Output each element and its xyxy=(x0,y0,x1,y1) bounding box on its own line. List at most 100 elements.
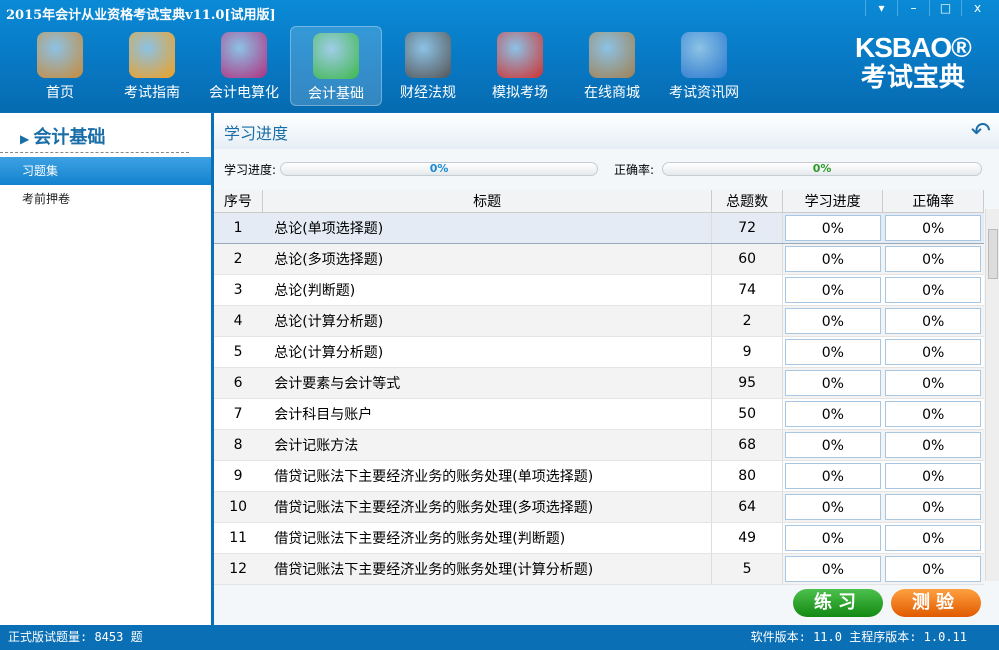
row-total: 49 xyxy=(711,522,783,554)
minimize-button[interactable]: – xyxy=(897,0,929,16)
nav-label: 在线商城 xyxy=(584,85,640,101)
table-row[interactable]: 9 借贷记账法下主要经济业务的账务处理(单项选择题) 80 0% 0% xyxy=(214,460,984,492)
row-accuracy: 0% xyxy=(885,214,982,241)
logo: KSBAO® 考试宝典 xyxy=(855,32,972,93)
row-total: 50 xyxy=(711,398,783,430)
header: 2015年会计从业资格考试宝典v11.0[试用版] ▾ – □ x 首页 考试指南… xyxy=(0,0,999,112)
row-index: 3 xyxy=(214,274,263,306)
table-row[interactable]: 1 总论(单项选择题) 72 0% 0% xyxy=(214,211,984,244)
progress-label: 学习进度: xyxy=(224,162,277,177)
row-accuracy: 0% xyxy=(885,307,982,334)
row-index: 8 xyxy=(214,429,263,461)
version-info: 软件版本: 11.0 主程序版本: 1.0.11 xyxy=(750,630,967,644)
row-progress: 0% xyxy=(784,276,881,303)
row-title: 会计科目与账户 xyxy=(262,398,712,430)
sidebar-item-mock-papers[interactable]: 考前押卷 xyxy=(22,192,71,206)
close-button[interactable]: x xyxy=(961,0,993,16)
clock-icon xyxy=(497,32,543,78)
table-row[interactable]: 8 会计记账方法 68 0% 0% xyxy=(214,429,984,461)
row-title: 总论(判断题) xyxy=(262,274,712,306)
accuracy-label: 正确率: xyxy=(614,162,655,177)
test-button[interactable]: 测验 xyxy=(891,589,981,617)
status-bar: 正式版试题量: 8453 题 软件版本: 11.0 主程序版本: 1.0.11 xyxy=(0,625,999,650)
row-accuracy: 0% xyxy=(885,276,982,303)
row-accuracy: 0% xyxy=(885,431,982,458)
nav-label: 会计基础 xyxy=(308,86,364,102)
sidebar-item-exercises[interactable]: 习题集 xyxy=(0,157,211,185)
row-accuracy: 0% xyxy=(885,493,982,520)
column-header[interactable]: 学习进度 xyxy=(782,190,884,213)
row-accuracy: 0% xyxy=(885,338,982,365)
column-header[interactable]: 标题 xyxy=(262,190,713,213)
row-progress: 0% xyxy=(784,214,881,241)
row-title: 借贷记账法下主要经济业务的账务处理(多项选择题) xyxy=(262,491,712,523)
table-row[interactable]: 5 总论(计算分析题) 9 0% 0% xyxy=(214,336,984,368)
nav-label: 模拟考场 xyxy=(492,85,548,101)
nav-item-7[interactable]: 考试资讯网 xyxy=(658,26,750,106)
monitor-icon xyxy=(221,32,267,78)
main-nav: 首页 考试指南 会计电算化 会计基础 财经法规 模拟考场 在线商城 考试资讯网 xyxy=(14,26,750,106)
table-row[interactable]: 6 会计要素与会计等式 95 0% 0% xyxy=(214,367,984,399)
table-row[interactable]: 2 总论(多项选择题) 60 0% 0% xyxy=(214,243,984,275)
row-accuracy: 0% xyxy=(885,369,982,396)
nav-item-2[interactable]: 会计电算化 xyxy=(198,26,290,106)
nav-label: 考试指南 xyxy=(124,85,180,101)
nav-item-5[interactable]: 模拟考场 xyxy=(474,26,566,106)
row-accuracy: 0% xyxy=(885,462,982,489)
table-row[interactable]: 7 会计科目与账户 50 0% 0% xyxy=(214,398,984,430)
row-total: 74 xyxy=(711,274,783,306)
row-total: 95 xyxy=(711,367,783,399)
row-title: 会计记账方法 xyxy=(262,429,712,461)
nav-item-6[interactable]: 在线商城 xyxy=(566,26,658,106)
chapter-table: 序号 标题 总题数 学习进度 正确率 1 总论(单项选择题) 72 0% 0% 2 总论(多项选择题… xyxy=(214,190,984,585)
progress-bar: 0% xyxy=(280,162,599,176)
accuracy-bar: 0% xyxy=(662,162,983,176)
row-index: 9 xyxy=(214,460,263,492)
row-accuracy: 0% xyxy=(885,555,982,582)
row-total: 72 xyxy=(711,211,783,244)
row-index: 1 xyxy=(214,211,263,244)
table-row[interactable]: 11 借贷记账法下主要经济业务的账务处理(判断题) 49 0% 0% xyxy=(214,522,984,554)
register-icon xyxy=(405,32,451,78)
nav-item-4[interactable]: 财经法规 xyxy=(382,26,474,106)
table-row[interactable]: 12 借贷记账法下主要经济业务的账务处理(计算分析题) 5 0% 0% xyxy=(214,553,984,585)
nav-item-1[interactable]: 考试指南 xyxy=(106,26,198,106)
column-header[interactable]: 正确率 xyxy=(882,190,984,213)
row-progress: 0% xyxy=(784,431,881,458)
table-row[interactable]: 4 总论(计算分析题) 2 0% 0% xyxy=(214,305,984,337)
row-index: 2 xyxy=(214,243,263,275)
row-title: 总论(多项选择题) xyxy=(262,243,712,275)
nav-item-0[interactable]: 首页 xyxy=(14,26,106,106)
window-title: 2015年会计从业资格考试宝典v11.0[试用版] xyxy=(6,8,276,23)
maximize-button[interactable]: □ xyxy=(929,0,961,16)
row-title: 借贷记账法下主要经济业务的账务处理(计算分析题) xyxy=(262,553,712,585)
row-index: 12 xyxy=(214,553,263,585)
table-row[interactable]: 3 总论(判断题) 74 0% 0% xyxy=(214,274,984,306)
menu-button[interactable]: ▾ xyxy=(865,0,897,16)
row-progress: 0% xyxy=(784,524,881,551)
compass-icon xyxy=(129,32,175,78)
row-index: 5 xyxy=(214,336,263,368)
row-total: 9 xyxy=(711,336,783,368)
row-total: 2 xyxy=(711,305,783,337)
row-index: 7 xyxy=(214,398,263,430)
row-total: 80 xyxy=(711,460,783,492)
home-icon xyxy=(37,32,83,78)
row-title: 总论(计算分析题) xyxy=(262,305,712,337)
row-progress: 0% xyxy=(784,462,881,489)
row-total: 64 xyxy=(711,491,783,523)
scroll-thumb[interactable] xyxy=(988,229,998,279)
sidebar-title: ▶ 会计基础 xyxy=(0,113,189,153)
store-icon xyxy=(589,32,635,78)
panel-title: 学习进度 xyxy=(214,113,999,149)
nav-item-3[interactable]: 会计基础 xyxy=(290,26,382,106)
row-progress: 0% xyxy=(784,307,881,334)
row-progress: 0% xyxy=(784,369,881,396)
practice-button[interactable]: 练习 xyxy=(793,589,883,617)
table-row[interactable]: 10 借贷记账法下主要经济业务的账务处理(多项选择题) 64 0% 0% xyxy=(214,491,984,523)
scrollbar[interactable] xyxy=(985,209,999,581)
column-header[interactable]: 总题数 xyxy=(711,190,783,213)
main-panel: 学习进度 ↶ 学习进度: 0% 正确率: 0% 序号 标题 总题数 学习进度 正确率 1… xyxy=(214,113,999,625)
column-header[interactable]: 序号 xyxy=(214,190,263,213)
back-arrow-icon[interactable]: ↶ xyxy=(970,117,991,145)
